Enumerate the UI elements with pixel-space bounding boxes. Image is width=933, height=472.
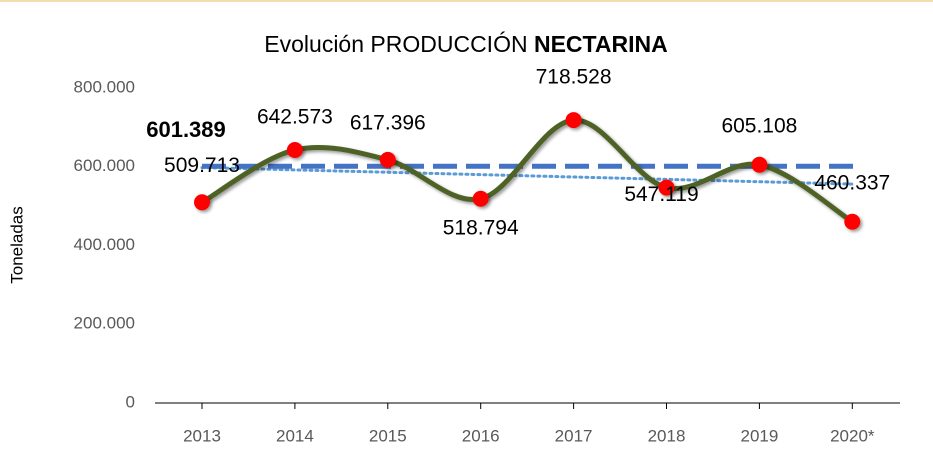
- y-axis-label: Toneladas: [7, 206, 26, 284]
- y-tick-label: 600.000: [74, 156, 135, 175]
- marker: [844, 213, 861, 230]
- title-part: Evolución PRODUCCIÓN: [264, 31, 527, 57]
- marker: [286, 141, 303, 158]
- x-tick-label: 2020*: [830, 426, 875, 445]
- x-tick-label: 2018: [648, 426, 686, 445]
- data-label: 509.713: [164, 154, 240, 177]
- x-tick-label: 2014: [276, 426, 314, 445]
- y-tick-label: 200.000: [74, 314, 135, 333]
- x-tick-label: 2016: [462, 426, 500, 445]
- data-label: 642.573: [257, 106, 333, 129]
- average-label: 601.389: [146, 117, 226, 142]
- data-label: 605.108: [721, 114, 797, 137]
- marker: [194, 194, 210, 211]
- trend-line: [200, 166, 854, 186]
- data-label: 518.794: [443, 216, 519, 239]
- x-tick-label: 2019: [740, 426, 778, 445]
- x-tick-label: 2017: [555, 426, 593, 445]
- marker: [565, 112, 582, 129]
- data-label: 617.396: [350, 111, 426, 134]
- y-tick-label: 0: [126, 392, 135, 411]
- marker: [658, 179, 675, 196]
- x-tick-label: 2015: [369, 426, 407, 445]
- title-part: NECTARINA: [534, 31, 668, 57]
- data-label: 718.528: [536, 66, 612, 89]
- marker: [472, 190, 489, 207]
- data-label: 460.337: [814, 171, 890, 194]
- marker: [751, 156, 768, 173]
- marker: [379, 151, 396, 168]
- chart-title: Evolución PRODUCCIÓN NECTARINA: [264, 31, 667, 57]
- y-tick-label: 800.000: [74, 77, 135, 96]
- y-tick-label: 400.000: [74, 235, 135, 254]
- data-label: 547.119: [624, 183, 698, 206]
- x-tick-label: 2013: [183, 426, 221, 445]
- series-line: [200, 117, 854, 224]
